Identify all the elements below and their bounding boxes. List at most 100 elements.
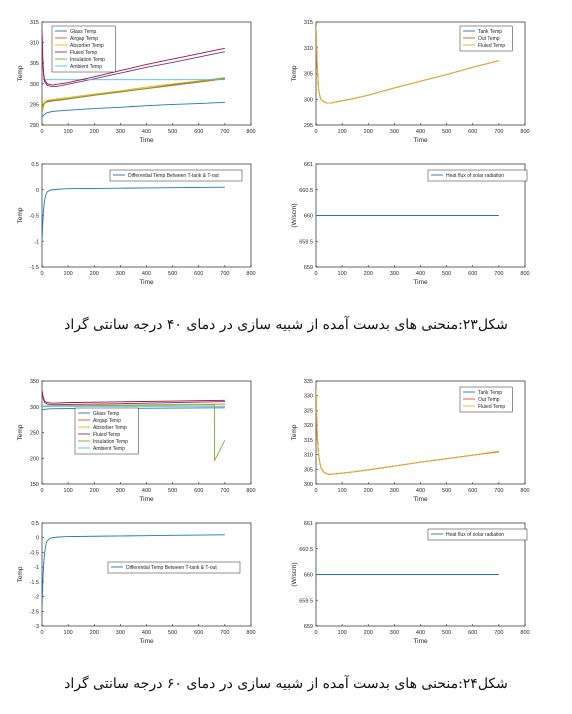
y-tick-label: 310 (30, 41, 39, 47)
chart-5: 0 100 200 300 400 500 600 700 800 150 200 250 300 350… (17, 379, 256, 503)
x-tick-label: 600 (468, 271, 477, 277)
x-tick-label: 500 (168, 271, 177, 277)
chart-1: 0 100 200 300 400 500 600 700 800 290 295 300 305 310… (17, 20, 256, 144)
x-tick-label: 300 (116, 271, 125, 277)
x-tick-label: 700 (494, 488, 503, 494)
y-axis-label: (W/scm) (291, 562, 298, 586)
legend-label: Heat flux of solar radiation (446, 532, 504, 538)
figure-caption-24: شکل۲۴:منحنی های بدست آمده از شبیه سازی د… (64, 676, 508, 692)
y-tick-label: 300 (304, 97, 313, 103)
y-tick-label: 659 (304, 624, 313, 630)
legend: Heat flux of solar radiation (427, 169, 528, 182)
plot-area (41, 522, 252, 627)
legend-label: Fluied Temp (93, 432, 120, 438)
legend: Heat flux of solar radiation (427, 528, 528, 541)
legend-label: Absorber Temp (93, 425, 127, 431)
x-tick-label: 300 (390, 488, 399, 494)
x-axis-label: Time (413, 279, 428, 286)
series-line (42, 534, 225, 609)
x-tick-label: 400 (416, 630, 425, 636)
x-tick-label: 700 (494, 271, 503, 277)
x-tick-label: 300 (390, 129, 399, 135)
x-tick-label: 400 (416, 129, 425, 135)
chart-6: 0 100 200 300 400 500 600 700 800 300 305 310 315 320… (291, 379, 530, 503)
x-axis-label: Time (139, 638, 154, 645)
y-tick-label: 0.5 (31, 162, 39, 168)
x-tick-label: 600 (468, 488, 477, 494)
legend-box (51, 25, 116, 73)
x-tick-label: 700 (220, 129, 229, 135)
y-tick-label: 310 (304, 46, 313, 52)
y-tick-label: 305 (30, 61, 39, 67)
y-tick-label: 0 (36, 188, 39, 194)
x-tick-label: 500 (168, 630, 177, 636)
y-tick-label: 660 (304, 573, 313, 579)
y-tick-label: 315 (304, 438, 313, 444)
y-tick-label: 200 (30, 456, 39, 462)
legend-label: Ambient Temp (93, 446, 125, 452)
x-tick-label: 0 (40, 129, 43, 135)
x-tick-label: 800 (246, 630, 255, 636)
legend-label: Ambient Temp (70, 64, 102, 70)
x-tick-label: 100 (64, 488, 73, 494)
legend-label: Heat flux of solar radiation (446, 173, 504, 179)
legend-box (109, 169, 243, 182)
plot-area (41, 380, 252, 485)
series-group (42, 186, 225, 242)
x-tick-label: 400 (142, 630, 151, 636)
y-tick-label: 300 (304, 482, 313, 488)
y-tick-label: 320 (304, 423, 313, 429)
legend-label: Absorber Temp (70, 43, 104, 49)
x-tick-label: 400 (142, 488, 151, 494)
x-tick-label: 800 (520, 271, 529, 277)
chart-7: 0 100 200 300 400 500 600 700 800 -3 -2.5 -2 -1.5 -1 -… (17, 521, 256, 645)
y-tick-label: 330 (304, 394, 313, 400)
y-tick-label: 310 (304, 453, 313, 459)
y-tick-label: 660 (304, 214, 313, 220)
x-axis-label: Time (139, 496, 154, 503)
y-tick-label: 659.5 (299, 598, 313, 604)
y-axis-label: Temp (17, 424, 24, 440)
legend-label: Insulation Temp (93, 439, 128, 445)
legend-label: Tank Temp (478, 29, 502, 35)
x-tick-label: 300 (390, 630, 399, 636)
y-axis-label: Temp (17, 207, 24, 223)
x-axis-label: Time (413, 137, 428, 144)
series-line (42, 391, 225, 406)
x-axis-label: Time (139, 137, 154, 144)
x-tick-label: 800 (520, 488, 529, 494)
x-tick-label: 600 (194, 488, 203, 494)
series-group (42, 534, 225, 609)
x-tick-label: 600 (194, 271, 203, 277)
x-tick-label: 200 (364, 630, 373, 636)
y-tick-label: 300 (30, 405, 39, 411)
legend: Differential Temp Between T-tank & T-out (107, 561, 241, 574)
y-tick-label: -1.5 (30, 580, 39, 586)
y-axis-label: Temp (17, 65, 24, 81)
x-tick-label: 400 (142, 271, 151, 277)
y-tick-label: 295 (304, 123, 313, 129)
figure-caption-23: شکل۲۳:منحنی های بدست آمده از شبیه سازی د… (64, 317, 508, 333)
x-tick-label: 700 (220, 630, 229, 636)
series-line (316, 27, 499, 104)
chart-8: 0 100 200 300 400 500 600 700 800 659 659.5 660 660.… (291, 521, 530, 645)
series-line (42, 407, 225, 411)
y-tick-label: 660.5 (299, 547, 313, 553)
y-tick-label: 660.5 (299, 188, 313, 194)
series-line (42, 77, 225, 111)
x-tick-label: 400 (416, 271, 425, 277)
y-axis-label: Temp (291, 65, 298, 81)
y-tick-label: 290 (30, 123, 39, 129)
x-tick-label: 0 (314, 630, 317, 636)
x-tick-label: 500 (168, 488, 177, 494)
y-tick-label: 250 (30, 431, 39, 437)
legend-label: Fluied Temp (478, 43, 505, 49)
x-tick-label: 100 (338, 129, 347, 135)
y-tick-label: 305 (304, 72, 313, 78)
x-tick-label: 500 (442, 630, 451, 636)
legend-label: Differential Temp Between T-tank & T-out (128, 173, 219, 179)
x-tick-label: 600 (468, 129, 477, 135)
x-tick-label: 600 (468, 630, 477, 636)
